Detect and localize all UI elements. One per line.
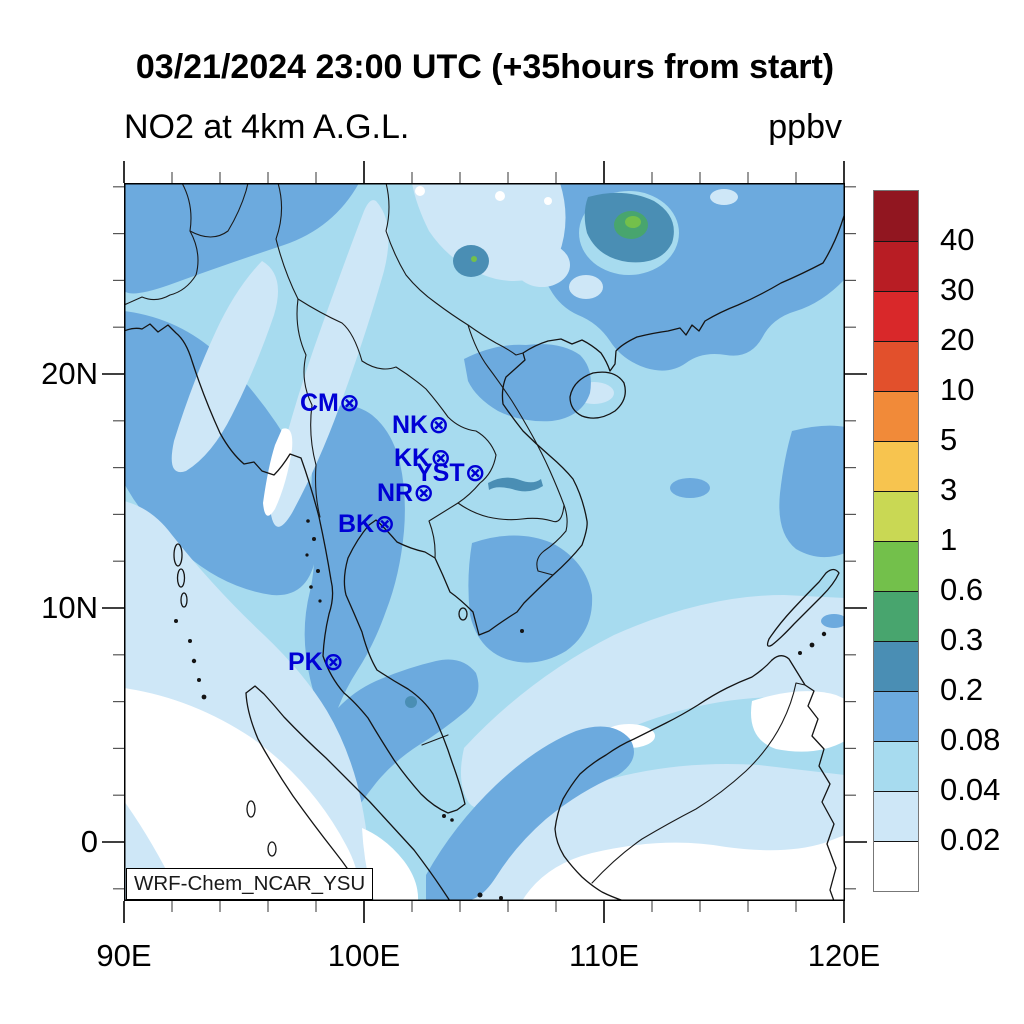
colorbar-tick-label: 40 <box>940 222 975 257</box>
colorbar-segment <box>874 641 918 691</box>
axis-ticks <box>102 161 867 923</box>
station-BK: BK⊗ <box>338 510 396 538</box>
colorbar-segment <box>874 391 918 441</box>
map-fill-layers <box>124 183 845 901</box>
y-tick-label: 20N <box>41 356 98 391</box>
colorbar-segment <box>874 841 918 891</box>
station-marker-icon: ⊗ <box>322 648 344 676</box>
colorbar-tick-label: 0.02 <box>940 822 1001 857</box>
colorbar-tick-label: 10 <box>940 372 975 407</box>
colorbar-segment <box>874 241 918 291</box>
y-tick-label: 0 <box>80 824 98 859</box>
colorbar-tick-label: 0.2 <box>940 672 984 707</box>
colorbar-segment <box>874 791 918 841</box>
x-tick-label: 120E <box>807 938 881 973</box>
y-tick-label: 10N <box>41 590 98 625</box>
station-KK: KK⊗ <box>394 444 452 472</box>
colorbar <box>873 190 919 892</box>
colorbar-tick-label: 0.08 <box>940 722 1001 757</box>
station-marker-icon: ⊗ <box>428 411 450 439</box>
colorbar-tick-label: 0.3 <box>940 622 984 657</box>
figure-datetime-title: 03/21/2024 23:00 UTC (+35hours from star… <box>135 48 835 86</box>
colorbar-tick-label: 3 <box>940 472 958 507</box>
station-NR: NR⊗ <box>377 479 435 507</box>
station-NK: NK⊗ <box>392 411 450 439</box>
station-marker-icon: ⊗ <box>413 479 435 507</box>
country-borders <box>124 183 806 884</box>
colorbar-segment <box>874 341 918 391</box>
colorbar-tick-label: 30 <box>940 272 975 307</box>
coastlines <box>124 212 845 901</box>
colorbar-tick-label: 0.6 <box>940 572 984 607</box>
colorbar-segment <box>874 491 918 541</box>
station-PK: PK⊗ <box>288 648 344 676</box>
x-tick-label: 100E <box>327 938 401 973</box>
model-label-box: WRF-Chem_NCAR_YSU <box>126 868 374 900</box>
colorbar-segment <box>874 691 918 741</box>
colorbar-tick-label: 1 <box>940 522 958 557</box>
x-tick-label: 110E <box>568 938 640 973</box>
colorbar-segment <box>874 591 918 641</box>
colorbar-tick-label: 0.04 <box>940 772 1001 807</box>
station-marker-icon: ⊗ <box>338 389 360 417</box>
station-marker-icon: ⊗ <box>464 459 486 487</box>
station-marker-icon: ⊗ <box>430 444 452 472</box>
colorbar-tick-label: 20 <box>940 322 975 357</box>
colorbar-segment <box>874 441 918 491</box>
colorbar-units-label: ppbv <box>768 108 842 146</box>
station-marker-icon: ⊗ <box>374 510 396 538</box>
colorbar-tick-label: 5 <box>940 422 958 457</box>
station-YST: YST⊗ <box>416 459 486 487</box>
colorbar-segment <box>874 541 918 591</box>
x-tick-label: 90E <box>96 938 152 973</box>
colorbar-segment <box>874 291 918 341</box>
colorbar-segment <box>874 191 918 241</box>
map-frame <box>124 183 845 901</box>
figure-variable-title: NO2 at 4km A.G.L. <box>124 108 410 146</box>
colorbar-segment <box>874 741 918 791</box>
station-CM: CM⊗ <box>300 389 360 417</box>
